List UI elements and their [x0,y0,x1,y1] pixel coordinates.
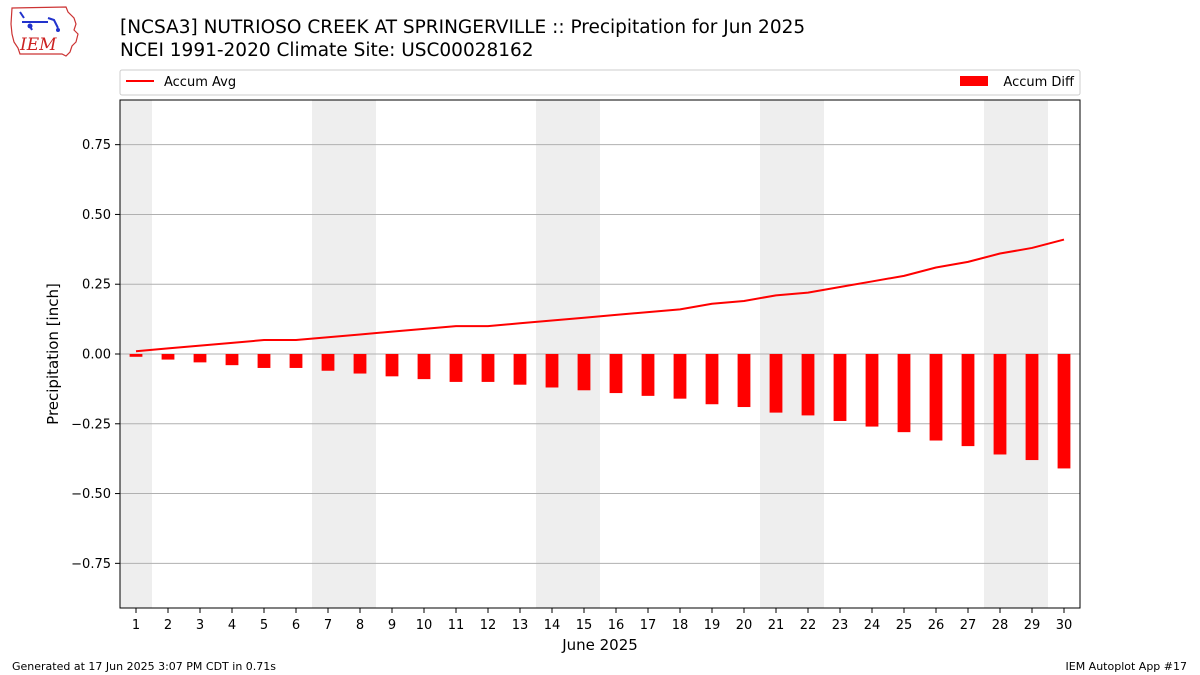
legend-box [119,69,1081,96]
x-tick-label: 6 [292,618,300,633]
accum-diff-bar-11 [449,354,463,382]
accum-diff-bar-6 [289,354,303,368]
chart-subtitle: NCEI 1991-2020 Climate Site: USC00028162 [120,40,534,61]
accum-diff-bar-28 [993,354,1007,455]
x-tick-label: 1 [132,618,140,633]
accum-diff-bar-16 [609,354,623,394]
accum-diff-bar-20 [737,354,751,408]
x-tick-label: 19 [704,618,721,633]
x-tick-label: 14 [544,618,561,633]
x-tick-label: 4 [228,618,236,633]
x-tick-label: 18 [672,618,689,633]
chart-title: [NCSA3] NUTRIOSO CREEK AT SPRINGERVILLE … [120,17,806,38]
accum-diff-bar-1 [129,354,143,357]
accum-avg-series-line [135,238,1065,353]
accum-diff-bar-30 [1057,354,1071,469]
x-tick-label: 2 [164,618,172,633]
legend-accum-diff-label: Accum Diff [1003,75,1075,90]
legend-accum-avg-label: Accum Avg [164,75,236,90]
x-tick-label: 28 [992,618,1009,633]
accum-diff-bar-27 [961,354,975,447]
iowa-state-logo-icon: IEM [10,6,79,57]
x-tick-label: 27 [960,618,977,633]
x-tick-label: 7 [324,618,332,633]
accum-diff-bar-15 [577,354,591,391]
x-tick-label: 13 [512,618,529,633]
x-tick-label: 11 [448,618,465,633]
x-tick-label: 9 [388,618,396,633]
x-tick-label: 10 [416,618,433,633]
accum-diff-bar-22 [801,354,815,416]
x-tick-label: 3 [196,618,204,633]
accum-diff-bar-23 [833,354,847,421]
x-tick-label: 29 [1024,618,1041,633]
x-tick-label: 8 [356,618,364,633]
accum-avg-line [135,238,1065,353]
accum-diff-bar-21 [769,354,783,413]
x-tick-label: 12 [480,618,497,633]
accum-diff-bar-13 [513,354,527,385]
accum-diff-bars [129,354,1071,469]
x-tick-label: 17 [640,618,657,633]
legend-accum-diff-swatch [960,76,988,86]
x-tick-label: 23 [832,618,849,633]
x-axis-label: June 2025 [561,636,638,654]
x-tick-label: 26 [928,618,945,633]
grid-lines [120,144,1080,564]
accum-diff-bar-9 [385,354,399,377]
x-tick-label: 16 [608,618,625,633]
x-tick-label: 25 [896,618,913,633]
accum-diff-bar-25 [897,354,911,433]
accum-diff-bar-4 [225,354,239,366]
y-tick-label: 0.00 [82,348,111,363]
x-tick-label: 5 [260,618,268,633]
accum-diff-bar-3 [193,354,207,363]
accum-diff-bar-18 [673,354,687,399]
accum-diff-bar-8 [353,354,367,374]
x-tick-label: 21 [768,618,785,633]
y-tick-label: 0.25 [82,278,111,293]
y-tick-label: 0.50 [82,208,111,223]
accum-diff-bar-17 [641,354,655,396]
accum-diff-bar-2 [161,354,175,360]
accum-diff-bar-26 [929,354,943,441]
y-axis-ticks: −0.75 −0.50 −0.25 0.00 0.25 0.50 0.75 [71,138,120,572]
accum-diff-bar-19 [705,354,719,405]
x-tick-label: 24 [864,618,881,633]
accum-diff-bar-24 [865,354,879,427]
logo-text: IEM [19,35,57,55]
legend: Accum Avg Accum Diff [119,69,1081,96]
x-axis-ticks: 1 2 3 4 5 6 7 8 9 10 11 12 13 14 15 16 17 18 19 20 21 22 23 24 2… [132,608,1072,633]
accum-diff-bar-5 [257,354,271,368]
y-tick-label: 0.75 [82,138,111,153]
y-tick-label: −0.50 [71,487,111,502]
x-tick-label: 30 [1056,618,1073,633]
app-credit: IEM Autoplot App #17 [1065,660,1188,673]
x-tick-label: 15 [576,618,593,633]
accum-diff-bar-12 [481,354,495,382]
x-tick-label: 20 [736,618,753,633]
accum-diff-bar-14 [545,354,559,388]
accum-diff-bar-7 [321,354,335,371]
y-tick-label: −0.25 [71,417,111,432]
generated-timestamp: Generated at 17 Jun 2025 3:07 PM CDT in … [12,660,277,673]
y-tick-label: −0.75 [71,557,111,572]
accum-diff-bar-10 [417,354,431,380]
x-tick-label: 22 [800,618,817,633]
y-axis-label: Precipitation [inch] [44,283,62,425]
accum-diff-bar-29 [1025,354,1039,461]
